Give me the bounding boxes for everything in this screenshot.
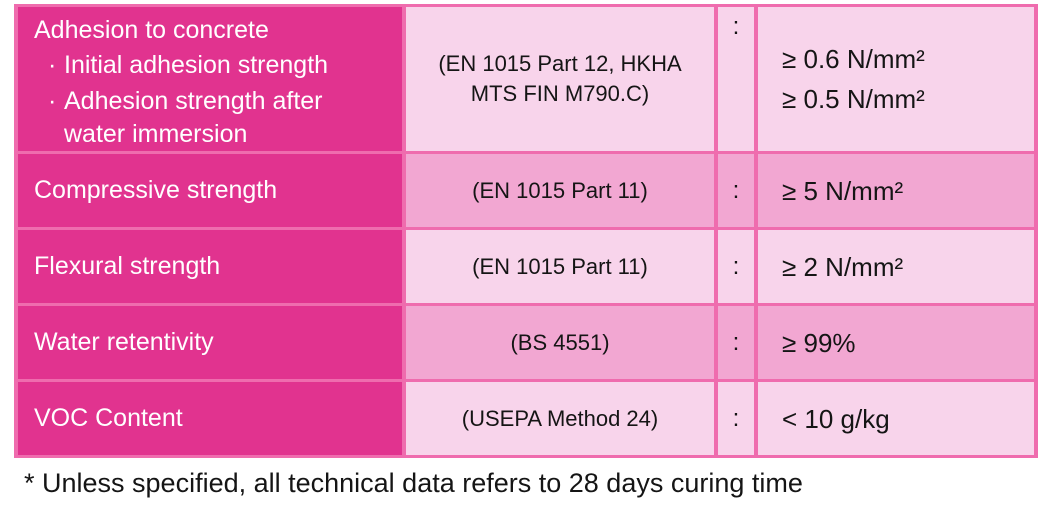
colon-cell: : [714, 151, 758, 230]
value-text: ≥ 5 N/mm² [782, 175, 904, 206]
property-cell-water-retentivity: Water retentivity [14, 303, 406, 382]
colon-cell: : [714, 4, 758, 154]
standard-cell: (EN 1015 Part 11) [402, 227, 718, 306]
table-row: Water retentivity (BS 4551) : ≥ 99% [14, 303, 1038, 382]
value-text: ≥ 99% [782, 327, 856, 358]
standard-cell: (EN 1015 Part 12, HKHA MTS FIN M790.C) [402, 4, 718, 154]
value-cell: ≥ 99% [754, 303, 1038, 382]
standard-text: (BS 4551) [510, 329, 610, 355]
list-item: · Adhesion strength after water immersio… [34, 85, 402, 151]
value-cell: < 10 g/kg [754, 379, 1038, 458]
value-cell: ≥ 2 N/mm² [754, 227, 1038, 306]
property-cell-compressive: Compressive strength [14, 151, 406, 230]
list-item: · Initial adhesion strength [34, 49, 402, 82]
technical-data-table: Adhesion to concrete · Initial adhesion … [14, 4, 1038, 458]
footnote: * Unless specified, all technical data r… [24, 468, 803, 498]
value-text: ≥ 2 N/mm² [782, 251, 904, 282]
property-cell-adhesion: Adhesion to concrete · Initial adhesion … [14, 4, 406, 154]
bullet-icon: · [48, 87, 57, 115]
value-cell: ≥ 5 N/mm² [754, 151, 1038, 230]
property-cell-flexural: Flexural strength [14, 227, 406, 306]
bullet-icon: · [48, 51, 57, 79]
standard-text: (EN 1015 Part 11) [472, 253, 648, 279]
standard-text: (EN 1015 Part 11) [472, 177, 648, 203]
standard-cell: (USEPA Method 24) [402, 379, 718, 458]
table-row: VOC Content (USEPA Method 24) : < 10 g/k… [14, 379, 1038, 458]
table-row: Compressive strength (EN 1015 Part 11) :… [14, 151, 1038, 230]
bullet-item-label: Initial adhesion strength [64, 51, 329, 79]
table-row: Adhesion to concrete · Initial adhesion … [14, 4, 1038, 154]
standard-text: (EN 1015 Part 12, HKHA MTS FIN M790.C) [438, 51, 682, 106]
table-row: Flexural strength (EN 1015 Part 11) : ≥ … [14, 227, 1038, 306]
value-text: < 10 g/kg [782, 403, 890, 434]
colon-cell: : [714, 303, 758, 382]
standard-text: (USEPA Method 24) [461, 405, 659, 431]
standard-cell: (EN 1015 Part 11) [402, 151, 718, 230]
colon-cell: : [714, 379, 758, 458]
value-cell: ≥ 0.6 N/mm² ≥ 0.5 N/mm² [754, 4, 1038, 154]
property-title: Adhesion to concrete [34, 16, 269, 44]
standard-cell: (BS 4551) [402, 303, 718, 382]
property-cell-voc: VOC Content [14, 379, 406, 458]
bullet-item-label: Adhesion strength after water immersion [64, 87, 323, 148]
value-text: ≥ 0.5 N/mm² [782, 84, 925, 114]
colon-cell: : [714, 227, 758, 306]
value-text: ≥ 0.6 N/mm² [782, 44, 925, 74]
